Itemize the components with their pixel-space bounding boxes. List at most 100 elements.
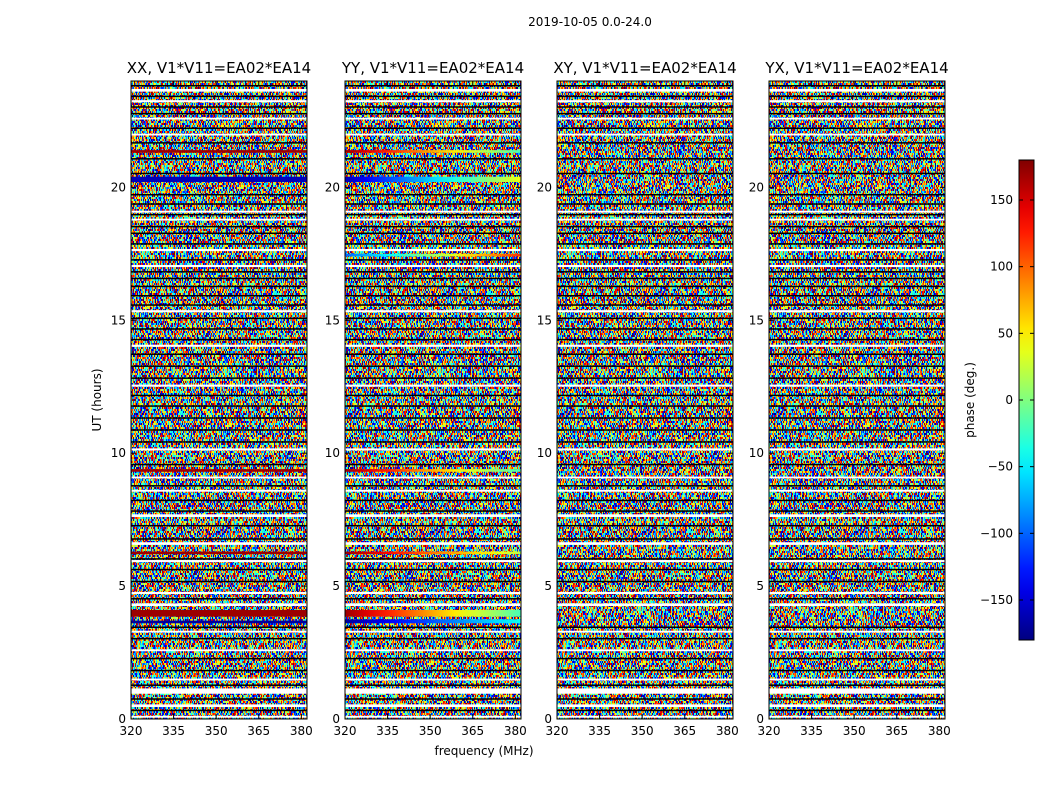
flag-line [345,463,521,466]
flag-line [557,405,733,407]
x-axis-label: frequency (MHz) [434,744,533,758]
flag-line [345,441,521,443]
flagged-row [345,218,521,221]
flagged-row [131,476,307,479]
flag-line [769,524,945,527]
flagged-row [769,344,945,347]
flag-line [557,203,733,205]
flag-line [131,568,307,571]
flag-line [769,598,945,600]
flag-line [131,394,307,397]
flag-line [345,709,521,712]
heatmap-noise [769,81,945,719]
flag-line [769,698,945,700]
flag-line [557,463,733,466]
y-tick-label: 0 [118,712,126,726]
colorbar-tick-label: −50 [988,460,1013,474]
flag-line [131,429,307,431]
flagged-row [345,210,521,213]
flag-line [769,626,945,628]
flag-line [131,377,307,379]
flag-line [131,626,307,628]
flag-line [345,106,521,108]
flag-line [769,684,945,686]
y-axis-label: UT (hours) [90,368,104,431]
flag-line [769,259,945,261]
panel-title: XY, V1*V11=EA02*EA14 [553,59,736,77]
flag-line [131,158,307,160]
flagged-row [345,448,521,451]
flagged-row [345,542,521,545]
flagged-row [345,476,521,479]
flag-line [557,598,733,600]
flag-line [131,485,307,487]
flag-line [345,294,521,297]
flag-line [345,158,521,160]
flag-line [557,698,733,700]
flag-line [557,84,733,87]
flagged-row [131,542,307,545]
flag-line [557,106,733,108]
flag-line [769,304,945,306]
coherent-band [345,619,521,624]
flag-line [769,417,945,419]
y-tick-label: 15 [537,313,552,327]
coherent-band [131,176,307,183]
flagged-row [769,218,945,221]
flagged-row [769,476,945,479]
flag-line [345,598,521,600]
coherent-band [345,176,521,183]
flag-line [557,657,733,660]
flag-line [769,203,945,205]
flag-line [557,417,733,419]
panel-4: YX, V1*V11=EA02*EA14 320 335 350 365 380 0 5 10 1… [749,59,951,738]
flagged-row [131,133,307,136]
flag-line [345,277,521,280]
flagged-row [131,489,307,492]
flagged-row [131,678,307,681]
flag-line [769,225,945,228]
flagged-row [131,688,307,694]
flag-line [345,558,521,560]
y-tick-label: 15 [325,313,340,327]
x-tick-label: 335 [162,724,185,738]
flag-line [345,568,521,571]
coherent-band [131,610,307,617]
flag-line [345,365,521,367]
x-tick-label: 380 [290,724,313,738]
flag-line [131,463,307,466]
flagged-row [345,591,521,595]
flag-line [345,259,521,261]
flag-line [769,405,945,407]
flag-line [769,394,945,397]
flag-line [131,203,307,205]
y-tick-label: 15 [111,313,126,327]
flag-line [131,172,307,175]
flagged-row [769,117,945,120]
panels: XX, V1*V11=EA02*EA14 320 335 350 365 380 0 5 10 1… [111,59,951,738]
flagged-row [557,591,733,595]
flag-line [557,95,733,98]
panel-frame [344,80,522,720]
flag-line [345,353,521,355]
x-tick-label: 380 [716,724,739,738]
flag-line [769,84,945,87]
flagged-row [557,489,733,492]
flag-line [131,580,307,583]
flag-line [557,538,733,540]
flagged-row [769,210,945,213]
flag-line [769,669,945,672]
flagged-row [131,630,307,633]
flagged-row [769,715,945,718]
flag-line [345,338,521,341]
flagged-row [345,688,521,694]
flag-line [769,285,945,288]
flagged-row [769,310,945,313]
flag-line [557,142,733,144]
flag-line [131,271,307,273]
panel-title: XX, V1*V11=EA02*EA14 [127,59,311,77]
flag-line [131,304,307,306]
coherent-band [131,469,307,472]
x-tick-label: 335 [800,724,823,738]
